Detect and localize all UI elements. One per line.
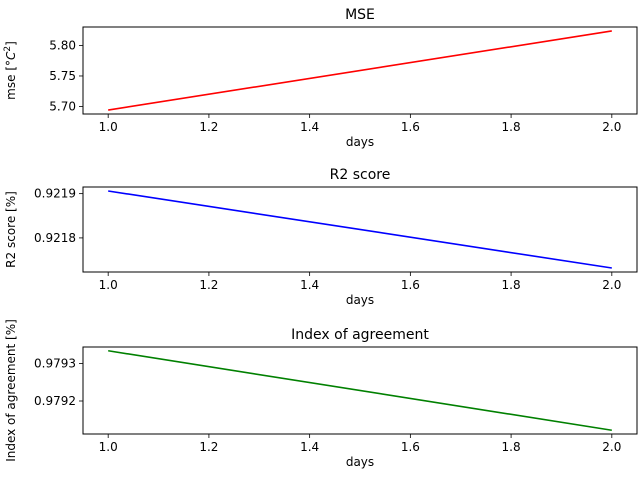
chart-2-series-line-1 [108,190,612,269]
chart-2-x-tick-label: 1.4 [300,278,319,292]
chart-3-series-line-1 [108,349,612,432]
chart-2-frame [82,186,638,273]
chart-1-series-line-1 [108,30,612,111]
chart-1-title: MSE [345,7,375,23]
chart-3-frame [82,346,638,435]
chart-3-x-tick-label: 1.4 [300,440,319,454]
chart-2-x-tick-label: 1.0 [99,278,118,292]
chart-1-y-tick-label: 5.70 [49,99,76,113]
chart-2: 1.0 1.2 1.4 1.6 1.8 2.0 0.9218 0.9219 R2 score da… [4,167,638,307]
chart-3-x-tick-label: 1.0 [99,440,118,454]
chart-1-x-tick-label: 1.4 [300,120,319,134]
chart-3-y-axis-label: Index of agreement [%] [4,319,18,462]
chart-2-y-tick-label: 0.9219 [34,187,76,201]
chart-1-y-tick-label: 5.75 [49,69,76,83]
chart-3: 1.0 1.2 1.4 1.6 1.8 2.0 0.9792 0.9793 Index of a… [4,319,638,469]
chart-2-x-tick-label: 1.2 [199,278,218,292]
chart-3-x-tick-label: 2.0 [602,440,621,454]
chart-2-x-tick-label: 1.8 [502,278,521,292]
chart-1-x-tick-label: 1.2 [199,120,218,134]
chart-2-x-tick-label: 1.6 [401,278,420,292]
chart-3-x-tick-label: 1.6 [401,440,420,454]
chart-2-x-tick-label: 2.0 [602,278,621,292]
chart-2-x-axis-label: days [346,293,374,307]
chart-3-y-tick-label: 0.9793 [34,357,76,371]
chart-1-x-tick-label: 1.8 [502,120,521,134]
chart-3-title: Index of agreement [291,327,429,343]
chart-2-title: R2 score [330,167,391,183]
chart-1-x-tick-label: 1.6 [401,120,420,134]
chart-1-y-axis-label: mse [°C2] [3,41,18,100]
chart-1-y-tick-label: 5.80 [49,39,76,53]
chart-3-y-tick-label: 0.9792 [34,394,76,408]
chart-1-x-tick-label: 1.0 [99,120,118,134]
chart-3-x-tick-label: 1.2 [199,440,218,454]
chart-3-x-axis-label: days [346,455,374,469]
chart-1-x-tick-label: 2.0 [602,120,621,134]
chart-2-y-axis-label: R2 score [%] [4,191,18,268]
chart-2-y-tick-label: 0.9218 [34,231,76,245]
chart-1-frame [82,26,638,115]
chart-1-x-axis-label: days [346,135,374,149]
chart-3-x-tick-label: 1.8 [502,440,521,454]
chart-1: 1.0 1.2 1.4 1.6 1.8 2.0 5.70 5.75 5.80 MSE days mse… [3,7,638,149]
